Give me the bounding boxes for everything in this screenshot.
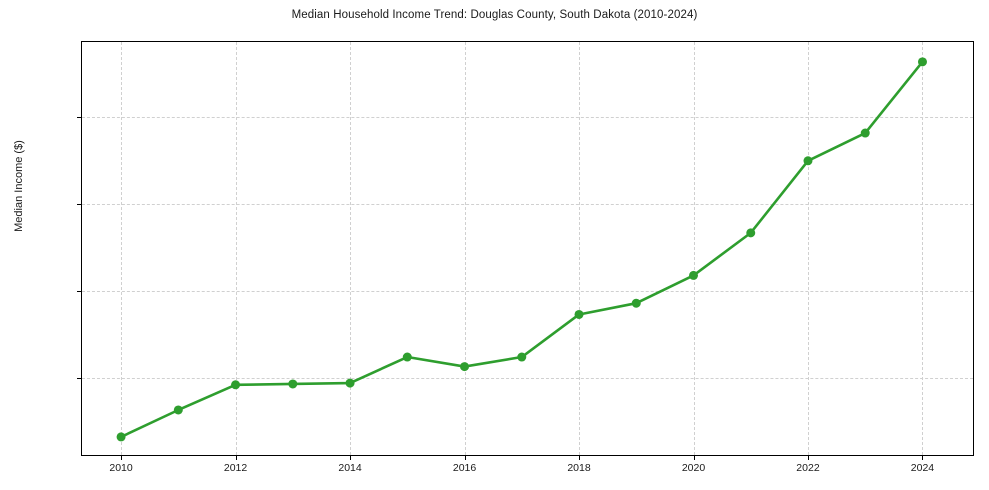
x-tick-label: 2020 (681, 462, 706, 474)
x-tick-mark (693, 456, 695, 460)
x-tick-mark (350, 456, 352, 460)
y-tick-mark (77, 291, 81, 293)
x-tick-mark (922, 456, 924, 460)
x-tick-label: 2022 (796, 462, 820, 474)
x-tick-label: 2010 (109, 462, 133, 474)
x-tick-label: 2012 (223, 462, 248, 474)
x-tick-label: 2018 (567, 462, 591, 474)
x-tick-label: 2014 (338, 462, 362, 474)
y-tick-mark (77, 204, 81, 206)
y-tick-mark (77, 377, 81, 379)
x-tick-label: 2024 (910, 462, 935, 474)
chart-title: Median Household Income Trend: Douglas C… (291, 9, 698, 21)
x-tick-mark (235, 456, 237, 460)
x-tick-mark (121, 456, 123, 460)
x-tick-mark (579, 456, 581, 460)
y-tick-mark (77, 117, 81, 119)
x-tick-mark (807, 456, 809, 460)
x-tick-label: 2016 (452, 462, 477, 474)
x-tick-mark (464, 456, 466, 460)
